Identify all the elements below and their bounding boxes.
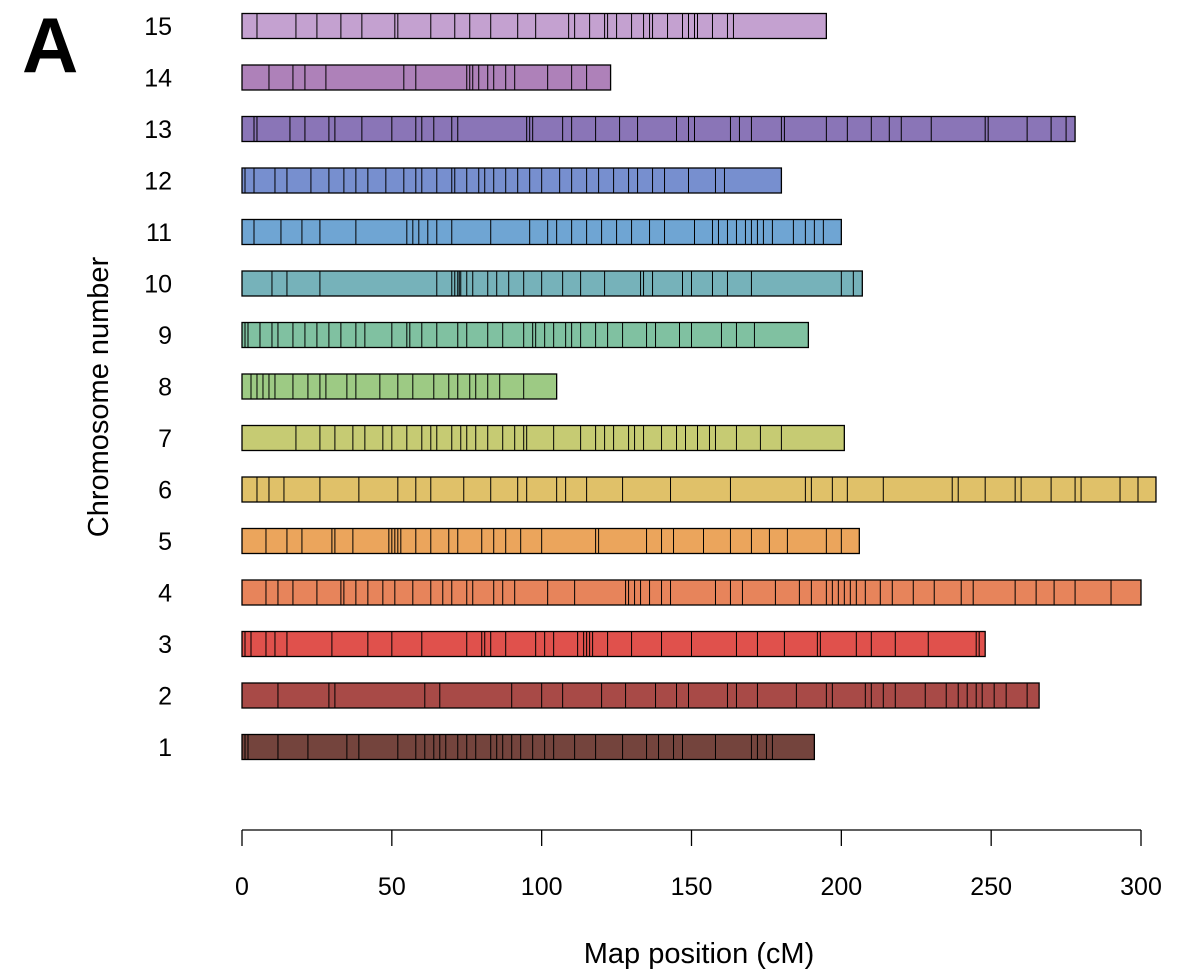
chromosome-bar <box>241 218 842 246</box>
chromosome-label: 11 <box>146 219 172 247</box>
chromosome-bar <box>241 630 986 658</box>
chromosome-label: 5 <box>158 528 172 556</box>
chromosome-label: 14 <box>144 65 172 93</box>
chromosome-bar <box>241 579 1142 606</box>
chromosome-label: 9 <box>158 322 172 350</box>
chromosome-label: 8 <box>158 374 172 402</box>
chromosome-bar <box>241 682 1040 709</box>
x-tick-label: 50 <box>378 873 406 901</box>
chromosome-label: 6 <box>158 477 172 505</box>
x-tick-label: 200 <box>820 873 862 901</box>
chromosome-15 <box>241 12 827 40</box>
chromosome-2 <box>241 682 1040 709</box>
chromosome-bar <box>241 733 816 761</box>
chromosome-label: 10 <box>144 271 172 299</box>
chromosome-bar <box>241 527 860 555</box>
chromosome-11 <box>241 218 842 246</box>
chromosome-bars <box>241 12 1157 761</box>
chromosome-13 <box>241 115 1076 143</box>
x-tick-label: 150 <box>671 873 713 901</box>
chromosome-9 <box>241 321 810 349</box>
chromosome-3 <box>241 630 986 658</box>
chromosome-bar <box>241 476 1157 503</box>
chromosome-5 <box>241 527 860 555</box>
chromosome-10 <box>241 270 863 297</box>
chromosome-4 <box>241 579 1142 606</box>
chromosome-7 <box>241 424 845 452</box>
chromosome-bar <box>241 167 783 194</box>
chromosome-label: 4 <box>158 580 172 608</box>
chromosome-label: 13 <box>144 116 172 144</box>
x-tick-label: 300 <box>1120 873 1162 901</box>
chromosome-label: 12 <box>144 168 172 196</box>
chromosome-14 <box>241 64 612 91</box>
x-tick-label: 250 <box>970 873 1012 901</box>
x-axis-label: Map position (cM) <box>584 938 814 970</box>
chromosome-12 <box>241 167 783 194</box>
chromosome-label: 3 <box>158 631 172 659</box>
panel-label: A <box>22 1 79 89</box>
chromosome-6 <box>241 476 1157 503</box>
chromosome-bar <box>241 64 612 91</box>
x-tick-label: 0 <box>235 873 249 901</box>
y-axis-label: Chromosome number <box>83 256 115 537</box>
chromosome-label: 15 <box>144 13 172 41</box>
x-tick-label: 100 <box>521 873 563 901</box>
chromosome-bar <box>241 270 863 297</box>
chromosome-bar <box>241 373 558 400</box>
chromosome-bar <box>241 424 845 452</box>
chromosome-bar <box>241 12 827 40</box>
chromosome-label: 2 <box>158 683 172 711</box>
x-axis: 0 50 100 150 200 250 300 <box>235 829 1162 901</box>
chromosome-bar <box>241 115 1076 143</box>
chromosome-label: 7 <box>158 425 172 453</box>
chromosome-label: 1 <box>158 734 172 762</box>
chromosome-bar <box>241 321 810 349</box>
chromosome-8 <box>241 373 558 400</box>
chromosome-1 <box>241 733 816 761</box>
